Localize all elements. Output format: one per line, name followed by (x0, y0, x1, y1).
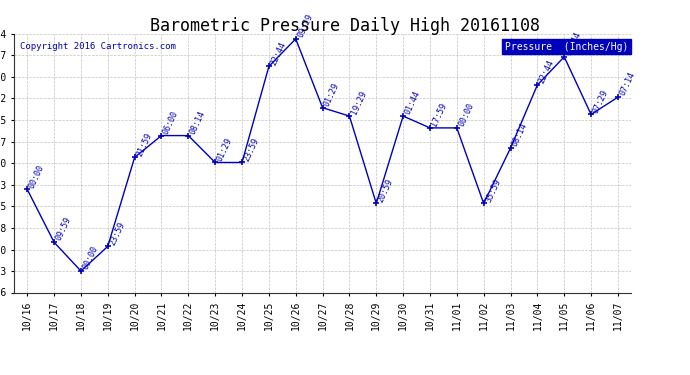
Text: 01:29: 01:29 (215, 136, 234, 162)
Text: 01:29: 01:29 (323, 81, 342, 108)
Text: 08:14: 08:14 (188, 109, 207, 136)
Text: 00:00: 00:00 (457, 102, 475, 128)
Text: 08:14: 08:14 (511, 122, 529, 148)
Text: 17:59: 17:59 (430, 102, 448, 128)
Text: 07:29: 07:29 (591, 88, 610, 114)
Text: 09:29: 09:29 (296, 12, 315, 39)
Text: 00:00: 00:00 (27, 163, 46, 189)
Text: 35:59: 35:59 (484, 177, 502, 204)
Text: 23:59: 23:59 (108, 220, 126, 246)
Text: Copyright 2016 Cartronics.com: Copyright 2016 Cartronics.com (20, 42, 176, 51)
Text: 19:29: 19:29 (349, 90, 368, 116)
Text: Pressure  (Inches/Hg): Pressure (Inches/Hg) (505, 42, 629, 51)
Text: 09:59: 09:59 (54, 216, 73, 242)
Text: 23:59: 23:59 (242, 136, 261, 162)
Text: 21:59: 21:59 (135, 131, 153, 158)
Text: Barometric Pressure Daily High 20161108: Barometric Pressure Daily High 20161108 (150, 17, 540, 35)
Text: 22:44: 22:44 (538, 58, 556, 85)
Text: 01:44: 01:44 (403, 90, 422, 116)
Text: 06:00: 06:00 (161, 109, 180, 136)
Text: 20:59: 20:59 (376, 177, 395, 204)
Text: 07:44: 07:44 (564, 30, 583, 57)
Text: 07:14: 07:14 (618, 71, 637, 97)
Text: 00:00: 00:00 (81, 244, 99, 271)
Text: 22:44: 22:44 (269, 40, 288, 66)
